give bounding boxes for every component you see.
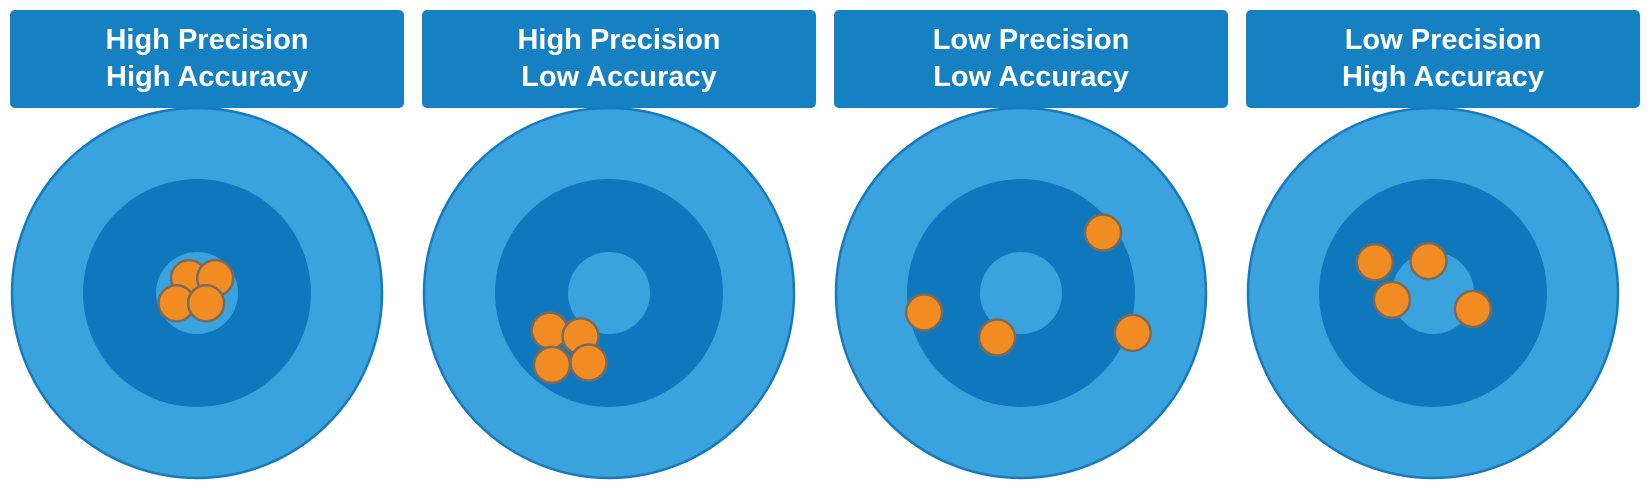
header-line-1: High Precision <box>517 24 721 56</box>
header-line-1: High Precision <box>105 24 309 56</box>
hit-marker <box>904 293 944 332</box>
panel-low-precision-high-accuracy: Low Precision High Accuracy <box>1246 0 1640 492</box>
header-line-2: Low Accuracy <box>933 61 1129 93</box>
target <box>1246 106 1620 480</box>
panel-high-precision-high-accuracy: High Precision High Accuracy <box>10 0 404 492</box>
panel-high-precision-low-accuracy: High Precision Low Accuracy <box>422 0 816 492</box>
hit-marker <box>532 345 572 385</box>
bullseye <box>980 252 1062 334</box>
target <box>422 106 796 480</box>
hit-marker <box>1409 241 1448 281</box>
header-line-1: Low Precision <box>932 24 1130 56</box>
hit-marker <box>1083 213 1123 252</box>
panel-header: High Precision High Accuracy <box>10 10 404 108</box>
hit-marker <box>977 318 1017 357</box>
header-line-2: High Accuracy <box>1342 61 1544 93</box>
hit-marker <box>1372 280 1412 320</box>
bullseye <box>1392 252 1474 334</box>
panel-header: High Precision Low Accuracy <box>422 10 816 108</box>
panel-header: Low Precision High Accuracy <box>1246 10 1640 108</box>
target <box>834 106 1208 480</box>
hit-marker <box>1113 313 1152 353</box>
header-line-2: High Accuracy <box>106 61 308 93</box>
hit-marker <box>1355 242 1395 282</box>
hit-marker <box>569 343 608 382</box>
hit-marker <box>1453 289 1493 329</box>
target <box>10 106 384 480</box>
panel-header: Low Precision Low Accuracy <box>834 10 1228 108</box>
header-line-1: Low Precision <box>1344 24 1542 56</box>
bullseye <box>568 252 650 334</box>
hit-marker <box>186 284 226 323</box>
header-line-2: Low Accuracy <box>521 61 717 93</box>
panel-low-precision-low-accuracy: Low Precision Low Accuracy <box>834 0 1228 492</box>
